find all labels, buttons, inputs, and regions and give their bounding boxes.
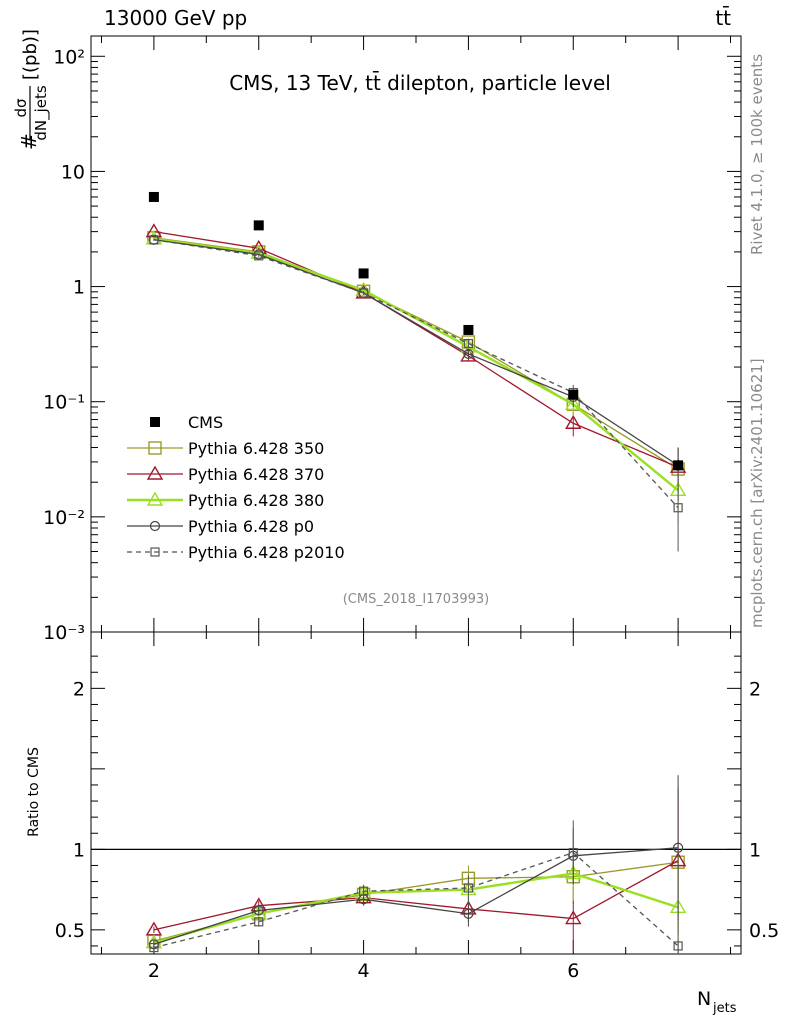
data-point: [253, 220, 264, 231]
ratio-point: [358, 886, 369, 896]
series-pythia-6-428-350: [147, 231, 685, 501]
legend-marker: [146, 491, 164, 506]
legend-item-pythia-6-428-350: Pythia 6.428 350: [127, 439, 324, 458]
data-point: [463, 338, 474, 349]
series-line-pythia-6-428-380: [153, 237, 679, 492]
legend-item-pythia-6-428-370: Pythia 6.428 370: [127, 465, 324, 484]
legend-label: Pythia 6.428 380: [188, 491, 324, 510]
ratio-line-pythia-6-428-p0: [153, 847, 679, 945]
x-tick-label: 4: [358, 960, 370, 982]
legend-marker: [146, 465, 164, 480]
ratio-y-tick-label: 0.5: [55, 920, 85, 942]
x-tick-label: 2: [148, 960, 160, 982]
data-point: [358, 268, 369, 279]
series-cms: [148, 191, 684, 472]
main-y-tick-label: 1: [73, 277, 85, 299]
main-y-tick-label: 10⁻²: [43, 507, 85, 529]
mcplots-credit-label: mcplots.cern.ch [arXiv:2401.10621]: [748, 358, 766, 628]
ratio-point: [673, 941, 683, 951]
legend-label: Pythia 6.428 p0: [188, 517, 314, 536]
legend-label: Pythia 6.428 350: [188, 439, 324, 458]
x-axis-label: N jets: [697, 988, 737, 1016]
y-label-denominator: dN_jets: [32, 85, 51, 141]
data-point: [463, 348, 474, 360]
ratio-series-pythia-6-428-p2010: [149, 820, 683, 954]
main-y-tick-label: 10²: [53, 46, 85, 68]
legend-item-pythia-6-428-p2010: Pythia 6.428 p2010: [127, 543, 345, 562]
analysis-id-label: (CMS_2018_I1703993): [343, 592, 490, 607]
ratio-point: [565, 910, 582, 925]
main-y-tick-label: 10⁻¹: [43, 392, 85, 414]
ratio-line-pythia-6-428-p2010: [153, 851, 679, 949]
rivet-version-label: Rivet 4.1.0, ≥ 100k events: [748, 54, 766, 255]
legend-label: CMS: [188, 413, 223, 432]
legend-label: Pythia 6.428 p2010: [188, 543, 345, 562]
data-point: [145, 223, 163, 238]
header-process-label: tt̄: [715, 5, 731, 30]
data-point: [568, 389, 579, 400]
ratio-point: [254, 917, 264, 927]
ratio-line-pythia-6-428-350: [153, 861, 679, 942]
ratio-point: [568, 847, 578, 858]
ratio-y-axis-label: Ratio to CMS: [26, 747, 42, 837]
ratio-y-tick-label: 1: [73, 839, 85, 861]
ratio-series-group: [145, 775, 687, 954]
main-y-tick-label: 10⁻³: [43, 622, 85, 644]
ratio-series-pythia-6-428-380: [145, 846, 687, 954]
ratio-y-tick-label-right: 0.5: [749, 920, 779, 942]
ratio-series-pythia-6-428-370: [145, 788, 687, 951]
x-tick-label: 6: [567, 960, 579, 982]
legend-marker: [148, 441, 162, 455]
data-point: [463, 324, 474, 335]
data-point: [149, 235, 159, 245]
ratio-axes: 2 4 6 0.5 0.5 1 1 2 2: [55, 632, 779, 982]
ratio-series-pythia-6-428-350: [147, 789, 685, 948]
data-point: [673, 503, 683, 513]
header-energy-label: 13000 GeV pp: [104, 6, 247, 30]
data-point: [358, 288, 369, 298]
legend-marker: [149, 520, 161, 532]
ratio-line-pythia-6-428-380: [153, 872, 679, 944]
legend-item-pythia-6-428-380: Pythia 6.428 380: [127, 491, 324, 510]
legend-item-cms: CMS: [150, 413, 223, 432]
ratio-point: [672, 842, 684, 853]
main-plot-title: CMS, 13 TeV, tt̄ dilepton, particle leve…: [229, 70, 611, 95]
main-y-axis-label: # dσ dN_jets [(pb)]: [12, 29, 51, 150]
data-point: [565, 395, 582, 410]
ratio-point: [463, 883, 474, 893]
legend: CMS Pythia 6.428 350 Pythia 6.428 370 Pythi…: [127, 413, 345, 562]
x-axis-label-sub: jets: [712, 1001, 737, 1016]
ratio-y-tick-label-right: 2: [749, 678, 761, 700]
series-pythia-6-428-370: [145, 223, 687, 501]
y-label-hash: #: [17, 133, 41, 150]
legend-label: Pythia 6.428 370: [188, 465, 324, 484]
main-axes: 10⁻³ 10⁻² 10⁻¹ 1 10 10²: [43, 36, 741, 644]
ratio-point: [463, 908, 474, 919]
legend-marker: [150, 547, 160, 557]
x-axis-label-main: N: [697, 988, 711, 1010]
legend-item-pythia-6-428-p0: Pythia 6.428 p0: [127, 517, 314, 536]
ratio-point: [149, 942, 159, 953]
main-series-group: [145, 191, 687, 552]
data-point: [565, 414, 582, 429]
legend-marker: [150, 417, 160, 427]
y-label-numerator: dσ: [12, 98, 30, 118]
data-point: [148, 191, 159, 202]
ratio-y-tick-label-right: 1: [749, 839, 761, 861]
ratio-point: [253, 905, 264, 916]
ratio-y-tick-label: 2: [73, 678, 85, 700]
series-line-pythia-6-428-370: [153, 230, 679, 468]
main-y-tick-label: 10: [61, 161, 85, 183]
series-line-pythia-6-428-350: [153, 237, 679, 470]
series-line-pythia-6-428-p0: [153, 239, 679, 466]
ratio-line-pythia-6-428-370: [153, 860, 679, 931]
y-label-unit: [(pb)]: [20, 29, 41, 80]
data-point: [673, 460, 684, 471]
ratio-plot-frame: [90, 631, 742, 955]
data-point: [254, 251, 264, 261]
